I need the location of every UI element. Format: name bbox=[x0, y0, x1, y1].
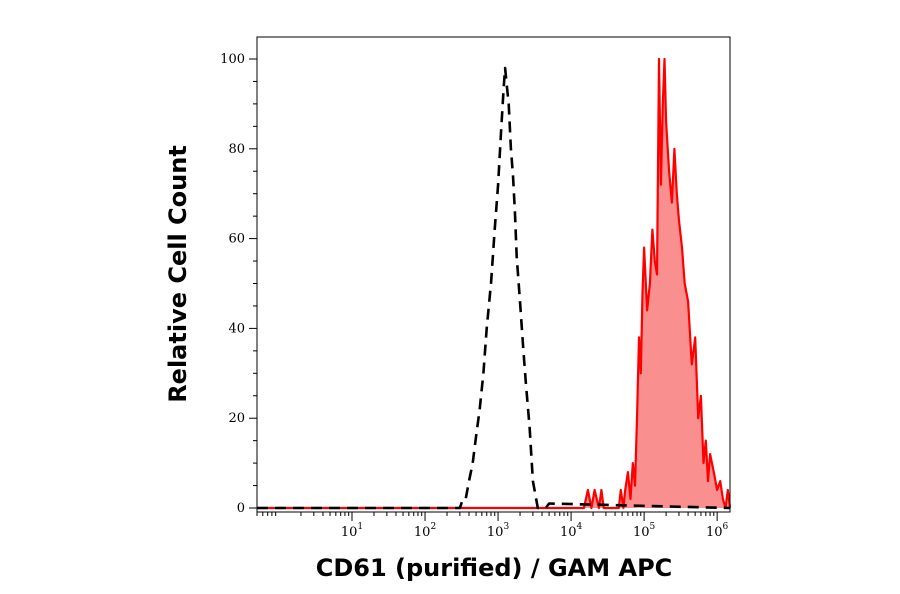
y-tick-label: 20 bbox=[228, 411, 245, 426]
series-0-line bbox=[257, 66, 731, 510]
x-tick-label: 103 bbox=[487, 522, 510, 540]
series-1-line bbox=[257, 57, 732, 510]
plot-frame bbox=[256, 36, 731, 513]
y-tick-label: 60 bbox=[228, 232, 245, 247]
series-1-area bbox=[257, 59, 730, 508]
x-tick-label: 104 bbox=[560, 522, 583, 540]
series-red-fill-group bbox=[257, 59, 730, 508]
x-axis-title: CD61 (purified) / GAM APC bbox=[316, 554, 673, 582]
x-tick-label: 102 bbox=[414, 522, 436, 540]
x-tick-label: 106 bbox=[706, 522, 729, 540]
y-tick-label: 100 bbox=[220, 52, 245, 67]
series-red-line-group bbox=[257, 57, 732, 510]
x-tick-label: 105 bbox=[633, 522, 656, 540]
x-axis: 101 102 103 104 105 106 bbox=[256, 512, 729, 540]
y-tick-label: 40 bbox=[228, 321, 245, 336]
y-tick-label: 80 bbox=[228, 142, 245, 157]
series-black-dashed-group bbox=[257, 66, 731, 510]
x-tick-label: 101 bbox=[341, 522, 363, 540]
y-tick-label: 0 bbox=[237, 501, 245, 516]
y-axis: 0 20 40 60 80 100 bbox=[220, 52, 257, 516]
y-axis-title: Relative Cell Count bbox=[164, 145, 192, 403]
